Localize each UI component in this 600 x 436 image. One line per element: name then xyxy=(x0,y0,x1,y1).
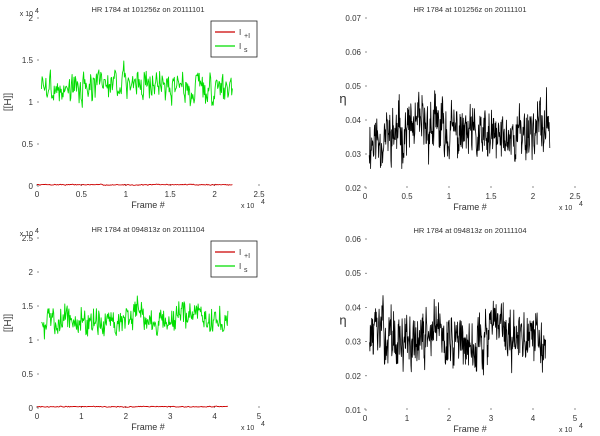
series-line-2 xyxy=(36,405,228,408)
y-exponent: 4 xyxy=(35,8,39,15)
y-tick-label: 0.02 xyxy=(345,184,361,193)
chart-title: HR 1784 at 101256z on 20111101 xyxy=(91,5,204,14)
y-axis-label: [[H]] xyxy=(3,93,14,112)
x-multiplier: x 10 xyxy=(559,205,572,212)
x-tick-label: 0 xyxy=(35,412,40,421)
x-tick-label: 1.5 xyxy=(165,190,177,199)
chart-title: HR 1784 at 094813z on 20111104 xyxy=(413,226,526,235)
x-axis-label: Frame # xyxy=(453,202,487,212)
y-tick-label: 0.06 xyxy=(345,48,361,57)
x-tick-label: 0.5 xyxy=(76,190,88,199)
legend-label: I xyxy=(239,248,241,257)
x-multiplier: x 10 xyxy=(241,203,254,210)
x-tick-label: 5 xyxy=(257,412,262,421)
y-tick-label: 0.03 xyxy=(345,150,361,159)
y-tick-label: 1.5 xyxy=(22,56,34,65)
x-tick-label: 2 xyxy=(447,414,452,423)
x-tick-label: 4 xyxy=(212,412,217,421)
x-tick-label: 1 xyxy=(124,190,129,199)
legend-label: I xyxy=(239,262,241,271)
legend-subscript: +I xyxy=(244,33,250,40)
chart-title: HR 1784 at 094813z on 20111104 xyxy=(91,225,204,234)
x-multiplier: x 10 xyxy=(241,425,254,432)
legend-label: I xyxy=(239,28,241,37)
x-tick-label: 3 xyxy=(489,414,494,423)
x-tick-label: 1 xyxy=(447,192,452,201)
y-tick-label: 0.01 xyxy=(345,406,361,415)
x-axis-label: Frame # xyxy=(453,424,487,434)
x-tick-label: 0 xyxy=(35,190,40,199)
y-tick-label: 2 xyxy=(29,14,34,23)
y-axis-label: η xyxy=(339,313,346,328)
y-exponent: 4 xyxy=(35,228,39,235)
x-tick-label: 0 xyxy=(363,192,368,201)
chart-2: HR 1784 at 101256z on 20111101 0 0.5 1 1.5 2 2… xyxy=(339,5,583,212)
y-tick-label: 0.04 xyxy=(345,303,361,312)
x-tick-label: 1.5 xyxy=(485,192,497,201)
x-exponent: 4 xyxy=(579,201,583,208)
legend-box xyxy=(210,240,258,278)
y-tick-label: 0.06 xyxy=(345,235,361,244)
y-multiplier: x 10 xyxy=(20,11,33,18)
x-tick-label: 1 xyxy=(405,414,410,423)
y-tick-label: 2.5 xyxy=(22,234,34,243)
x-exponent: 4 xyxy=(261,199,265,206)
x-tick-label: 5 xyxy=(573,414,578,423)
y-tick-label: 0.02 xyxy=(345,372,361,381)
y-tick-label: 0.5 xyxy=(22,140,34,149)
legend-subscript: s xyxy=(244,267,248,274)
legend-subscript: s xyxy=(244,47,248,54)
y-multiplier: x 10 xyxy=(20,231,33,238)
x-tick-label: 0 xyxy=(363,414,368,423)
x-axis-label: Frame # xyxy=(131,422,165,432)
x-multiplier: x 10 xyxy=(559,427,572,434)
series-line-2 xyxy=(36,183,233,186)
y-tick-label: 0.05 xyxy=(345,269,361,278)
y-tick-label: 0 xyxy=(29,182,34,191)
y-tick-label: 0 xyxy=(29,404,34,413)
y-tick-label: 1.5 xyxy=(22,302,34,311)
x-tick-label: 1 xyxy=(79,412,84,421)
y-tick-label: 0.05 xyxy=(345,82,361,91)
x-tick-label: 2.5 xyxy=(569,192,581,201)
x-exponent: 4 xyxy=(261,421,265,428)
x-tick-label: 2 xyxy=(212,190,217,199)
x-axis-label: Frame # xyxy=(131,200,165,210)
series-line-1 xyxy=(369,295,546,376)
y-tick-label: 0.03 xyxy=(345,338,361,347)
legend-label: I xyxy=(239,42,241,51)
x-exponent: 4 xyxy=(579,423,583,430)
y-axis-label: [[H]] xyxy=(3,314,14,333)
x-tick-label: 2.5 xyxy=(253,190,265,199)
x-tick-label: 2 xyxy=(531,192,536,201)
x-tick-label: 3 xyxy=(168,412,173,421)
legend-box xyxy=(210,20,258,58)
chart-1: HR 1784 at 101256z on 20111101 0 0.5 1 1.5 2 2… xyxy=(3,5,265,210)
y-axis-label: η xyxy=(339,91,346,106)
y-tick-label: 1 xyxy=(29,336,34,345)
y-tick-label: 1 xyxy=(29,98,34,107)
legend-subscript: +I xyxy=(244,253,250,260)
y-tick-label: 0.04 xyxy=(345,116,361,125)
series-line-1 xyxy=(368,87,551,170)
series-line-1 xyxy=(40,60,233,108)
y-tick-label: 0.07 xyxy=(345,14,361,23)
x-tick-label: 2 xyxy=(124,412,129,421)
series-line-1 xyxy=(41,295,229,340)
y-tick-label: 0.5 xyxy=(22,370,34,379)
y-tick-label: 2 xyxy=(29,268,34,277)
x-tick-label: 0.5 xyxy=(401,192,413,201)
chart-title: HR 1784 at 101256z on 20111101 xyxy=(413,5,526,14)
x-tick-label: 4 xyxy=(531,414,536,423)
